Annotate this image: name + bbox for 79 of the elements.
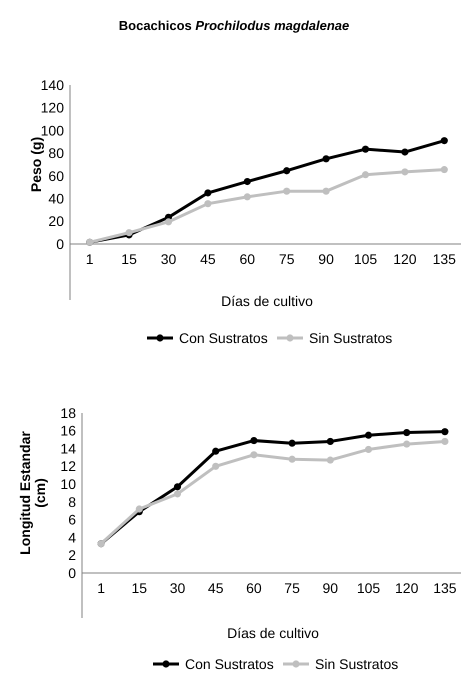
point (136, 505, 143, 513)
y-axis-title: Peso (g) (28, 136, 44, 192)
x-tick-label: 30 (160, 251, 176, 267)
point (283, 188, 290, 195)
y-tick-label: 100 (40, 122, 64, 138)
point (441, 438, 448, 446)
point (250, 436, 258, 444)
point (403, 440, 410, 448)
x-axis-title: Días de cultivo (221, 293, 314, 309)
point (403, 428, 410, 436)
point (164, 218, 172, 226)
x-tick-label: 1 (86, 251, 94, 267)
x-tick-label: 120 (393, 251, 417, 267)
point (441, 428, 448, 436)
point (174, 490, 182, 498)
x-axis-title: Días de cultivo (227, 625, 320, 641)
point (401, 148, 408, 156)
x-tick-label: 60 (240, 251, 256, 267)
x-tick-label: 45 (200, 251, 216, 267)
y-tick-label: 0 (68, 564, 76, 581)
point (440, 166, 448, 174)
y-tick-label: 14 (60, 440, 76, 456)
y-tick-label: 12 (60, 458, 76, 474)
y-tick-label: 2 (68, 547, 76, 564)
point (362, 171, 370, 178)
y-tick-label: 18 (60, 404, 76, 421)
x-tick-label: 135 (433, 580, 457, 596)
point (283, 167, 290, 174)
y-tick-label: 20 (48, 213, 64, 230)
x-tick-label: 135 (432, 251, 456, 267)
point (326, 456, 334, 464)
point (212, 462, 220, 470)
x-tick-label: 90 (322, 580, 338, 596)
point (244, 193, 251, 200)
point (288, 440, 296, 447)
chart-title: Bocachicos Prochilodus magdalenae (118, 18, 350, 33)
y-tick-label: 140 (40, 76, 64, 93)
point (322, 155, 330, 162)
x-tick-label: 75 (278, 251, 295, 267)
point (204, 189, 212, 196)
y-tick-label: 16 (60, 422, 76, 439)
y-tick-label: 0 (56, 236, 64, 252)
point (401, 168, 408, 176)
y-tick-label: 6 (68, 512, 76, 528)
y-axis-title: Longitud Estandar (cm) (16, 430, 48, 555)
x-tick-label: 15 (132, 580, 148, 596)
point (204, 200, 212, 208)
legend-label: Con Sustratos (179, 330, 268, 346)
x-tick-label: 105 (356, 580, 380, 596)
point (362, 146, 370, 153)
point (440, 137, 448, 144)
y-tick-label: 8 (68, 494, 76, 510)
y-tick-label: 4 (68, 529, 76, 546)
x-tick-label: 15 (121, 251, 138, 267)
x-tick-label: 75 (284, 580, 300, 596)
point (212, 448, 220, 455)
x-tick-label: 30 (170, 580, 186, 596)
legend-label: Sin Sustratos (315, 656, 398, 672)
x-tick-label: 45 (208, 580, 224, 596)
point (288, 456, 296, 463)
y-tick-label: 80 (48, 145, 64, 162)
point (174, 483, 182, 490)
x-tick-label: 120 (395, 580, 419, 596)
point (250, 451, 258, 458)
x-tick-label: 1 (97, 580, 106, 596)
point (322, 188, 330, 195)
x-tick-label: 105 (354, 251, 378, 267)
y-tick-label: 40 (48, 190, 64, 206)
point (326, 438, 334, 446)
y-tick-label: 10 (60, 476, 76, 492)
y-tick-label: 60 (48, 168, 64, 184)
point (244, 178, 251, 186)
x-tick-label: 90 (318, 251, 334, 267)
legend-label: Con Sustratos (185, 656, 274, 672)
y-tick-label: 120 (40, 100, 64, 116)
point (364, 432, 372, 439)
point (364, 446, 372, 454)
x-tick-label: 60 (246, 580, 262, 596)
legend-label: Sin Sustratos (309, 330, 392, 346)
